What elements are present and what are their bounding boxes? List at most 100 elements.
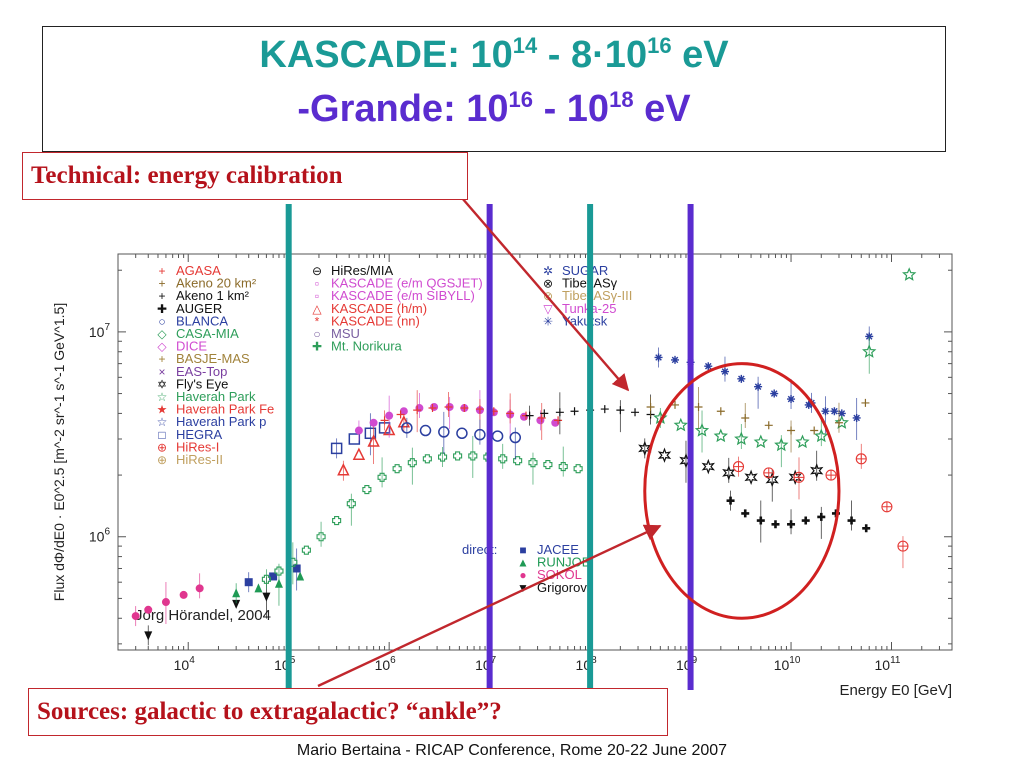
data-point (399, 407, 408, 416)
title-kascade: KASCADE: 1014 - 8·1016 eV (43, 33, 945, 77)
data-point-cross (897, 541, 908, 552)
data-point (232, 599, 241, 609)
legend-marker: ▲ (517, 556, 529, 570)
data-point (543, 460, 553, 470)
legend-label: KASCADE (e/m QGSJET) (331, 276, 483, 291)
legend-marker: ⊕ (157, 440, 167, 454)
arrow-technical (461, 197, 630, 392)
legend-marker: + (158, 352, 165, 366)
data-point (834, 415, 849, 429)
data-point (861, 398, 870, 407)
data-point (821, 407, 830, 416)
legend-label: Akeno 1 km² (176, 288, 250, 303)
legend-label: Haverah Park (176, 389, 256, 404)
data-point (407, 458, 417, 468)
y-tick-label: 107 (89, 322, 111, 340)
data-point (787, 426, 796, 435)
data-point (852, 413, 861, 422)
series-mt-norikura (261, 435, 583, 590)
title-grande: -Grande: 1016 - 1018 eV (43, 87, 945, 131)
legend-label: Mt. Norikura (331, 339, 403, 354)
legend-marker: ○ (158, 314, 165, 328)
data-point (722, 465, 736, 481)
data-point (787, 395, 796, 404)
data-point (801, 516, 810, 525)
data-point (741, 509, 750, 518)
legend-marker: ▽ (543, 302, 553, 316)
y-axis-title: Flux dΦ/dE0 · E0^2.5 [m^-2 sr^-1 s^-1 Ge… (51, 303, 67, 601)
legend-label: Grigorov (537, 580, 587, 595)
data-point (694, 402, 703, 411)
data-point (855, 453, 867, 465)
data-point (744, 469, 758, 486)
legend-marker: ✲ (543, 264, 553, 278)
callout-galactic-extragalactic: Sources: galactic to extragalactic? “ank… (28, 688, 668, 736)
legend-marker: + (158, 277, 165, 291)
axis-ticks: 104 105 106 107 108 109 1010 1011 107 106 Energy E… (51, 254, 953, 699)
legend-label: HiRes-I (176, 439, 219, 454)
data-point (817, 512, 826, 521)
data-point (673, 417, 688, 432)
data-point (474, 428, 486, 441)
data-point (453, 451, 463, 461)
data-point (754, 382, 763, 391)
series-akeno-20-km- (646, 386, 870, 453)
legend-marker: □ (158, 428, 165, 442)
legend-label: EAS-Top (176, 364, 227, 379)
data-point (444, 402, 453, 411)
data-point (654, 353, 663, 362)
data-point (671, 355, 680, 364)
legend-marker: ● (519, 568, 526, 582)
x-tick-label: 1010 (774, 655, 801, 673)
data-point (810, 426, 819, 435)
legend-label: Haverah Park Fe (176, 402, 274, 417)
data-point (369, 418, 378, 427)
data-point (332, 515, 342, 526)
legend-marker: ◇ (157, 340, 167, 354)
data-point (737, 374, 746, 383)
data-point (525, 411, 534, 420)
data-point (346, 499, 356, 509)
data-point (144, 631, 153, 641)
data-point (401, 422, 413, 434)
data-point (788, 469, 802, 486)
series-runjob (232, 563, 305, 606)
x-tick-label: 107 (475, 655, 497, 673)
data-point (825, 469, 837, 481)
legend-label: Tibet ASγ-III (562, 288, 632, 303)
data-point (558, 462, 568, 472)
legend-label: Yakutsk (562, 313, 608, 328)
data-point (413, 406, 422, 415)
legend-label: Akeno 20 km² (176, 276, 257, 291)
data-point (616, 406, 625, 415)
legend-marker: ▫ (315, 289, 319, 303)
title1-prefix: KASCADE: 10 (259, 34, 513, 76)
data-point (765, 471, 779, 488)
legend-label: MSU (331, 326, 360, 341)
data-point (254, 583, 263, 593)
data-point (793, 471, 805, 483)
data-point (732, 461, 745, 473)
series-haverah-park (653, 267, 917, 468)
legend-marker: ■ (519, 543, 526, 557)
legend-label: Fly's Eye (176, 376, 228, 391)
series-auger (726, 490, 871, 543)
y-tick-label: 106 (89, 527, 111, 545)
data-point (862, 524, 871, 533)
x-tick-label: 106 (375, 655, 397, 673)
data-point-cross (826, 470, 837, 481)
data-point (741, 413, 750, 422)
data-point (720, 367, 729, 376)
data-point (787, 520, 796, 529)
legend-marker: ⊕ (157, 453, 167, 467)
data-point (573, 464, 583, 474)
callout-energy-calibration: Technical: energy calibration (22, 152, 468, 200)
legend-column-1: + AGASA + Akeno 20 km² + Akeno 1 km² ✚ AUGER ○ BL… (157, 263, 275, 467)
data-series (131, 267, 917, 646)
legend-label: BLANCA (176, 313, 228, 328)
data-point (600, 405, 609, 414)
data-point (694, 422, 710, 437)
data-point (837, 409, 846, 418)
data-point-cross (733, 461, 744, 472)
data-point (292, 564, 301, 573)
